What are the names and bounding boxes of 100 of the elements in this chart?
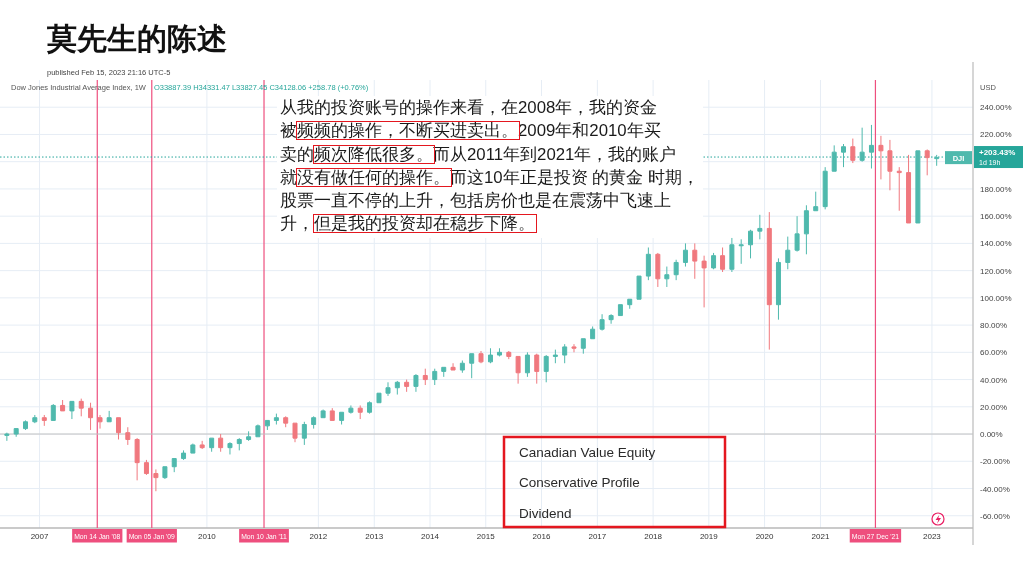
candlestick [69,400,75,420]
candlestick [524,351,530,378]
candlestick [664,266,670,288]
candlestick [264,419,270,431]
candlestick [236,437,242,451]
candlestick [41,414,47,427]
candlestick [348,404,354,415]
y-tick-label: -40.00% [980,484,1010,494]
candlestick [255,424,261,438]
candlestick [859,127,865,163]
y-tick-label: 40.00% [980,375,1008,385]
y-tick-label: 60.00% [980,348,1008,358]
candlestick [636,275,642,300]
x-tick-label: 2013 [365,532,384,541]
candlestick [385,381,391,397]
candlestick [162,466,168,480]
candlestick [227,441,233,455]
candlestick [655,252,661,288]
candlestick [906,154,912,224]
candlestick [367,400,373,415]
candlestick [88,402,94,431]
x-tick-label: 2017 [588,532,607,541]
y-tick-label: 80.00% [980,321,1008,331]
candlestick [432,368,438,386]
candlestick [78,398,84,417]
candlestick [850,138,856,164]
candlestick [627,298,633,310]
candlestick [608,313,614,325]
candlestick [803,204,809,255]
x-tick-label: 2015 [476,532,496,541]
y-tick-label: 20.00% [980,402,1008,412]
candlestick [487,347,493,364]
y-tick-label: 120.00% [980,266,1012,276]
candlestick [748,229,754,259]
candlestick [496,347,502,357]
candlestick [515,355,521,385]
x-tick-label: 2020 [755,532,775,541]
candlestick [32,414,38,424]
candlestick [394,380,400,396]
candlestick [422,368,428,386]
x-tick-label: 2012 [309,532,328,541]
candlestick [97,414,103,430]
y-tick-label: -20.00% [980,457,1010,467]
candlestick [580,338,586,355]
candlestick [357,404,363,420]
candlestick [115,417,121,440]
candlestick [534,353,540,385]
annotation: Dividend [519,505,572,521]
candlestick [441,366,447,378]
candlestick [4,432,10,442]
candlestick [171,458,177,473]
chart-title: 莫先生的陈述 [46,22,227,55]
candlestick [292,422,298,443]
candlestick [617,304,623,317]
candlestick [301,421,307,446]
y-tick-label: 240.00% [980,103,1012,113]
candlestick [153,468,159,492]
candlestick [283,415,289,428]
candlestick [729,237,735,273]
annotation: Canadian Value Equity [519,444,656,460]
candlestick [757,214,763,240]
candlestick [673,259,679,281]
ref-line-label: +203.43% [979,148,1016,158]
candlestick [822,166,828,210]
candlestick [218,433,224,453]
candlestick [590,325,596,340]
candlestick [813,191,819,212]
candlestick [720,246,726,273]
candlestick [924,148,930,176]
y-tick-label: 0.00% [980,430,1003,440]
x-tick-label: 2021 [811,532,830,541]
candlestick [841,143,847,168]
candlestick [311,415,317,430]
x-tick-label: 2007 [30,532,49,541]
candlestick [794,215,800,253]
candlestick [934,154,940,167]
candlestick [543,354,549,383]
candlestick [711,252,717,270]
candlestick [645,246,651,281]
x-tick-label: 2019 [699,532,719,541]
candlestick [478,350,484,364]
candlestick [915,150,921,224]
candlestick [413,373,419,393]
candlestick [868,124,874,170]
candlestick [106,410,112,423]
candlestick [125,426,131,446]
candlestick [701,255,707,308]
candlestick [469,353,475,379]
candlestick [209,437,215,453]
candlestick [50,403,56,421]
candlestick [571,343,577,353]
candlestick [190,443,196,454]
candlestick [785,236,791,270]
candlestick [775,257,781,321]
candlestick [831,144,837,172]
candlestick [246,430,252,442]
candlestick [134,437,140,481]
y-tick-label: 140.00% [980,239,1012,249]
candlestick [599,313,605,332]
candlestick [562,343,568,364]
